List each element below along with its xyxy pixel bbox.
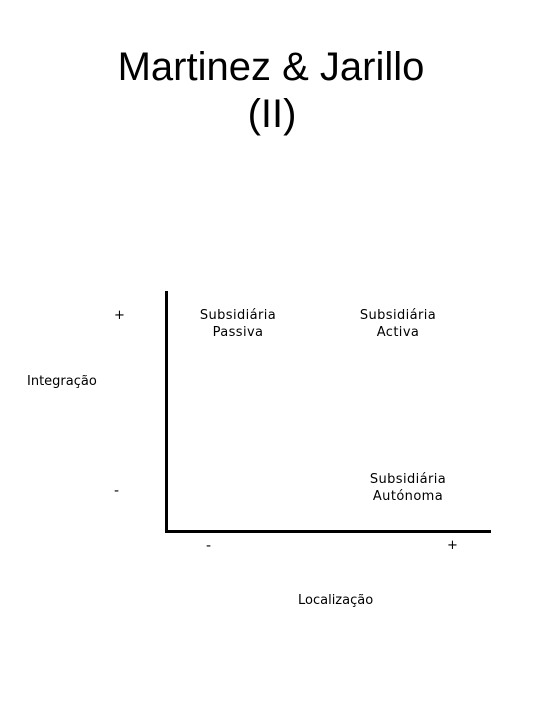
quadrant-subsidiaria-autonoma: Subsidiária Autónoma — [358, 471, 458, 505]
quadrant-autonoma-line-1: Subsidiária — [369, 472, 447, 487]
x-axis-low-marker: - — [206, 538, 212, 554]
y-axis-low-marker: - — [114, 483, 120, 499]
y-axis-line — [165, 291, 168, 533]
title-line-1: Martinez & Jarillo — [117, 45, 425, 89]
quadrant-passiva-line-1: Subsidiária — [199, 308, 277, 323]
x-axis-line — [165, 530, 491, 533]
y-axis-high-marker: + — [114, 308, 125, 323]
quadrant-subsidiaria-activa: Subsidiária Activa — [348, 307, 448, 341]
x-axis-high-marker: + — [447, 538, 458, 553]
x-axis-label: Localização — [298, 593, 374, 608]
quadrant-activa-line-1: Subsidiária — [359, 308, 437, 323]
quadrant-activa-line-2: Activa — [376, 325, 420, 340]
slide-title: Martinez & Jarillo (II) — [0, 44, 540, 138]
title-line-2: (II) — [247, 92, 297, 136]
quadrant-passiva-line-2: Passiva — [212, 325, 264, 340]
y-axis-label: Integração — [27, 374, 97, 389]
quadrant-autonoma-line-2: Autónoma — [372, 489, 444, 504]
quadrant-subsidiaria-passiva: Subsidiária Passiva — [188, 307, 288, 341]
